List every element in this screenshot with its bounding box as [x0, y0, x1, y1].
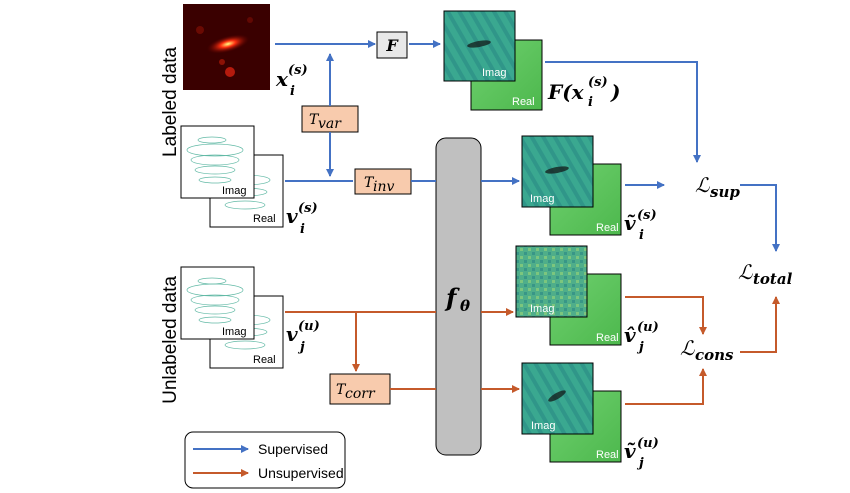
svg-text:F(x: F(x — [547, 80, 585, 104]
svg-text:Real: Real — [512, 96, 535, 108]
svg-text:total: total — [753, 270, 793, 288]
sup-output-stack: Real Imag — [521, 135, 622, 236]
t-corr-label: T corr — [336, 382, 376, 402]
loss-total-label: ℒ total — [738, 260, 793, 288]
svg-text:Real: Real — [596, 332, 619, 344]
svg-text:ṽ: ṽ — [624, 211, 636, 235]
x-i-s-label: x (s) i — [275, 63, 308, 99]
svg-text:Imag: Imag — [531, 420, 555, 432]
t-var-box — [301, 105, 359, 133]
svg-text:sup: sup — [710, 183, 740, 201]
svg-text:i: i — [588, 95, 593, 110]
svg-text:Imag: Imag — [482, 67, 506, 79]
v-hat-j-u-label: v̂ (u) j — [624, 320, 659, 355]
legend: Supervised Unsupervised — [184, 431, 346, 489]
legend-supervised-label: Supervised — [258, 441, 328, 457]
svg-text:x: x — [275, 67, 289, 91]
svg-text:i: i — [290, 84, 295, 99]
visibility-stack-unlabeled: Real Imag — [180, 266, 284, 369]
loss-sup-label: ℒ sup — [695, 173, 740, 201]
svg-text:(u): (u) — [298, 319, 320, 334]
svg-text:(s): (s) — [637, 208, 657, 223]
supervised-arrows — [275, 40, 780, 252]
network-f-theta — [435, 137, 482, 456]
svg-text:Imag: Imag — [530, 193, 554, 205]
t-inv-label: T inv — [364, 175, 394, 195]
svg-text:Real: Real — [596, 449, 619, 461]
F-x-label: F(x (s) i ) — [547, 75, 620, 110]
svg-text:j: j — [297, 340, 305, 355]
t-var-label: T var — [309, 112, 342, 132]
svg-text:(s): (s) — [588, 75, 608, 90]
labeled-data-label: Labeled data — [160, 47, 181, 157]
svg-text:v: v — [286, 204, 298, 228]
fourier-output-stack: Real Imag — [443, 10, 543, 111]
v-tilde-j-u-label: ṽ (u) j — [624, 436, 659, 471]
svg-text:Imag: Imag — [222, 185, 246, 197]
unlabeled-data-label: Unlabeled data — [160, 276, 181, 404]
hat-output-stack: Real Imag — [515, 245, 622, 346]
svg-text:): ) — [610, 80, 620, 104]
svg-text:T: T — [336, 382, 347, 398]
svg-text:j: j — [636, 340, 644, 355]
v-i-s-label: v (s) i — [286, 201, 318, 237]
svg-text:(s): (s) — [298, 201, 318, 216]
svg-text:(u): (u) — [637, 320, 659, 335]
svg-text:Real: Real — [596, 222, 619, 234]
svg-text:T: T — [364, 175, 375, 191]
v-tilde-i-s-label: ṽ (s) i — [624, 208, 657, 243]
svg-text:v̂: v̂ — [624, 323, 636, 347]
svg-text:T: T — [309, 112, 320, 128]
svg-text:j: j — [636, 456, 644, 471]
v-j-u-label: v (u) j — [286, 319, 320, 355]
svg-text:inv: inv — [373, 179, 394, 195]
loss-cons-label: ℒ cons — [680, 336, 734, 364]
visibility-stack-labeled: Real Imag — [180, 125, 284, 228]
unsupervised-arrows — [285, 296, 780, 405]
svg-text:i: i — [300, 222, 305, 237]
svg-text:ℒ: ℒ — [695, 173, 710, 197]
svg-text:ℒ: ℒ — [738, 260, 753, 284]
fourier-box — [376, 31, 408, 59]
svg-text:v: v — [286, 322, 298, 346]
svg-text:cons: cons — [695, 346, 734, 364]
svg-text:Real: Real — [253, 213, 276, 225]
svg-text:ℒ: ℒ — [680, 336, 695, 360]
svg-text:ṽ: ṽ — [624, 439, 636, 463]
svg-text:Real: Real — [253, 354, 276, 366]
tilde-output-stack: Real Imag — [521, 362, 622, 463]
fourier-box-label: F — [385, 36, 399, 55]
t-inv-box — [354, 168, 412, 195]
svg-text:var: var — [318, 116, 342, 132]
svg-text:θ: θ — [460, 297, 470, 315]
svg-text:corr: corr — [345, 386, 376, 402]
svg-text:Imag: Imag — [222, 326, 246, 338]
svg-text:Imag: Imag — [530, 303, 554, 315]
f-theta-label: f θ — [444, 283, 470, 315]
heatmap-image — [183, 4, 270, 90]
svg-text:(s): (s) — [288, 63, 308, 78]
svg-text:i: i — [639, 228, 644, 243]
svg-text:f: f — [444, 283, 460, 312]
legend-unsupervised-label: Unsupervised — [258, 465, 344, 481]
svg-text:(u): (u) — [637, 436, 659, 451]
